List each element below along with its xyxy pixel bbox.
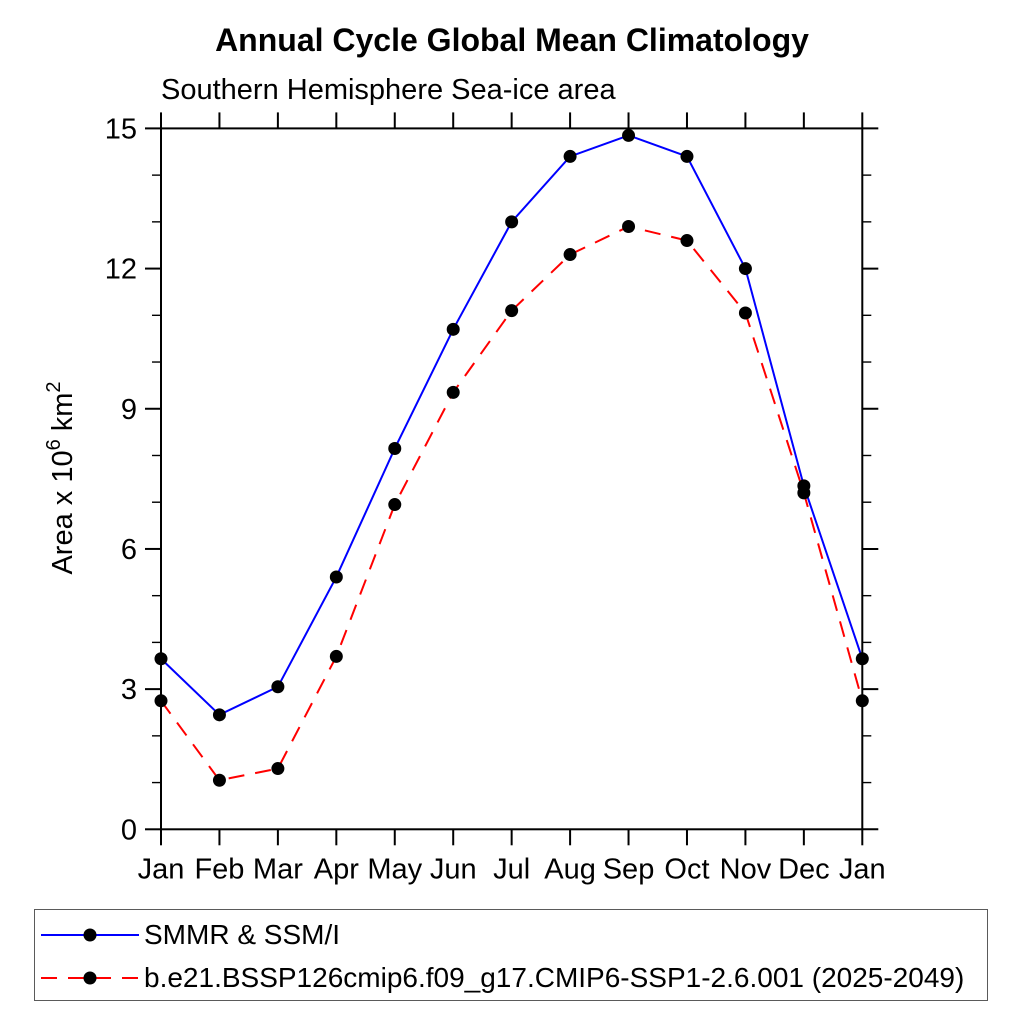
x-tick-label: Jan [138,853,185,885]
data-point-marker [154,652,168,666]
data-point-marker [855,652,869,666]
plot-area: Jan Feb Mar Apr May Jun Jul Aug Sep Oct Nov Dec Jan0… [43,112,886,885]
legend-item-model: b.e21.BSSP126cmip6.f09_g17.CMIP6-SSP1-2.… [41,961,964,995]
plot-box [160,127,864,831]
x-tick-label: Jan [839,853,886,885]
data-point-marker [505,215,519,229]
x-tick-label: May [367,853,422,885]
data-point-marker [622,220,636,234]
chart-title: Annual Cycle Global Mean Climatology [215,22,809,58]
x-tick-label: Aug [544,853,596,885]
y-tick-label: 12 [105,254,137,286]
data-point-marker [388,498,402,512]
data-point-marker [622,128,636,142]
data-point-marker [212,708,226,722]
data-point-marker [212,773,226,787]
data-point-marker [329,570,343,584]
data-point-marker [446,322,460,336]
legend-line-sample-solid [41,928,139,942]
data-point-marker [446,385,460,399]
y-tick-label: 6 [121,534,137,566]
legend-line-sample-dashed [41,971,139,985]
legend-label-observations: SMMR & SSM/I [144,919,341,950]
data-point-marker [154,694,168,708]
legend-item-observations: SMMR & SSM/I [41,918,340,952]
data-point-marker [680,149,694,163]
data-point-marker [855,694,869,708]
data-point-marker [388,441,402,455]
legend-box: SMMR & SSM/I b.e21.BSSP126cmip6.f09_g17.… [34,909,988,1001]
data-point-marker [563,149,577,163]
x-tick-label: Sep [603,853,655,885]
data-point-marker [738,262,752,276]
x-tick-label: Mar [253,853,303,885]
data-point-marker [271,762,285,776]
data-point-marker [329,649,343,663]
y-tick-label: 9 [121,394,137,426]
y-tick-label: 15 [105,113,137,145]
data-point-marker [563,248,577,262]
x-tick-label: Oct [664,853,709,885]
x-tick-label: Nov [720,853,772,885]
data-point-marker [680,234,694,248]
x-tick-label: Jun [430,853,477,885]
x-tick-label: Apr [314,853,359,885]
x-tick-label: Dec [778,853,830,885]
y-axis-title: Area x 106 km2 [43,381,79,574]
y-tick-label: 3 [121,674,137,706]
data-point-marker [797,486,811,500]
data-point-marker [738,306,752,320]
data-point-marker [505,304,519,318]
data-point-marker [271,680,285,694]
chart-subtitle: Southern Hemisphere Sea-ice area [161,74,616,106]
y-tick-label: 0 [121,814,137,846]
x-tick-label: Jul [493,853,530,885]
x-tick-label: Feb [194,853,244,885]
legend-label-model: b.e21.BSSP126cmip6.f09_g17.CMIP6-SSP1-2.… [144,962,965,993]
